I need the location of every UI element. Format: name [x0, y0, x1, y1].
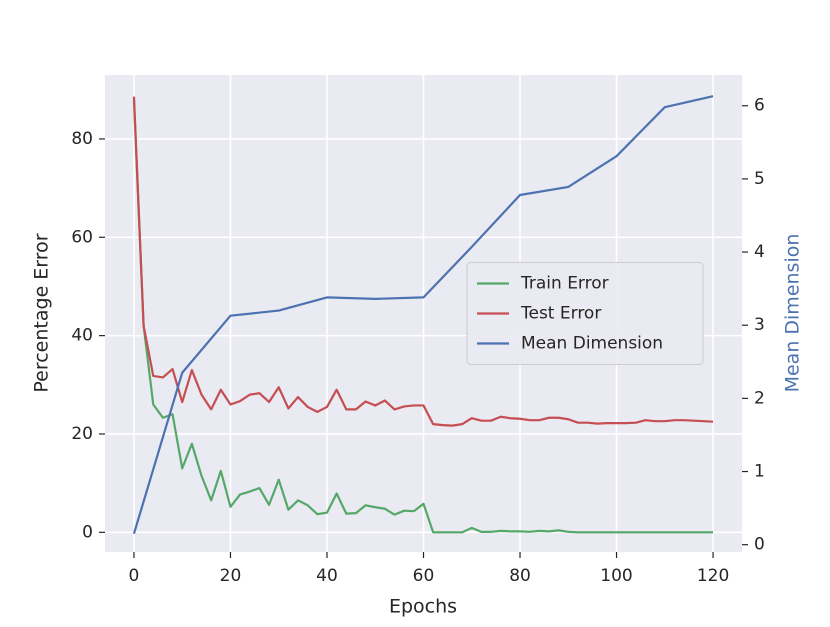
x-axis-label: Epochs: [389, 596, 457, 618]
line-series: [132, 95, 714, 535]
y-tick-label: 20: [71, 424, 93, 444]
legend-label: Test Error: [520, 304, 601, 324]
legend-label: Mean Dimension: [521, 334, 663, 354]
x-tick-label: 0: [129, 566, 140, 586]
y-tick-label: 40: [71, 326, 93, 346]
x-tick-label: 100: [600, 566, 632, 586]
legend-box: [466, 262, 704, 365]
y2-tick-label: 5: [754, 169, 765, 189]
x-tick-label: 20: [220, 566, 242, 586]
line-series: [132, 99, 714, 534]
y2-tick-label: 0: [754, 535, 765, 555]
y2-tick-label: 2: [754, 388, 765, 408]
y-tick-label: 60: [71, 227, 93, 247]
y-tick-label: 80: [71, 129, 93, 149]
y-tick-label: 0: [82, 522, 93, 542]
y2-tick-label: 6: [754, 96, 765, 116]
y2-axis-label: Mean Dimension: [782, 234, 804, 393]
line-series: [132, 96, 714, 427]
x-tick-label: 60: [413, 566, 435, 586]
x-tick-label: 80: [509, 566, 531, 586]
y-axis-label: Percentage Error: [31, 233, 53, 392]
y2-tick-label: 4: [754, 242, 765, 262]
x-tick-label: 40: [316, 566, 338, 586]
y2-tick-label: 1: [754, 462, 765, 482]
legend-label: Train Error: [520, 274, 609, 294]
y2-tick-label: 3: [754, 315, 765, 335]
x-tick-label: 120: [697, 566, 729, 586]
